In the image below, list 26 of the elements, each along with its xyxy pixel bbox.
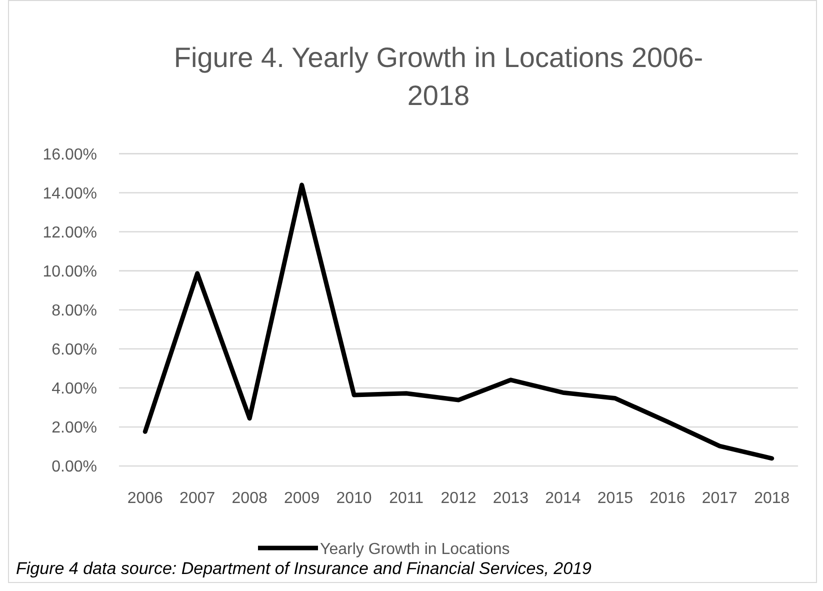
x-tick-label: 2010 bbox=[336, 490, 372, 507]
x-tick-label: 2011 bbox=[389, 490, 424, 507]
x-tick-label: 2012 bbox=[440, 490, 476, 507]
y-tick-label: 2.00% bbox=[52, 420, 97, 437]
x-tick-label: 2006 bbox=[127, 490, 164, 507]
x-tick-label: 2015 bbox=[597, 490, 634, 507]
x-tick-label: 2013 bbox=[492, 490, 529, 507]
y-tick-label: 0.00% bbox=[52, 458, 97, 476]
caption: Figure 4 data source: Department of Insurance and Financial Services, 2019 bbox=[16, 559, 592, 578]
x-tick-label: 2008 bbox=[232, 490, 268, 507]
y-tick-label: 12.00% bbox=[42, 224, 97, 242]
legend-label: Yearly Growth in Locations bbox=[320, 541, 510, 558]
y-tick-label: 16.00% bbox=[42, 146, 97, 164]
y-tick-label: 6.00% bbox=[52, 341, 97, 358]
x-tick-label: 2018 bbox=[754, 490, 790, 507]
x-tick-label: 2009 bbox=[284, 490, 320, 507]
x-tick-label: 2016 bbox=[650, 490, 686, 507]
line-series bbox=[142, 182, 774, 461]
y-tick-label: 14.00% bbox=[42, 185, 97, 202]
x-tick-label: 2014 bbox=[545, 490, 581, 507]
x-tick-label: 2017 bbox=[702, 490, 738, 507]
y-tick-label: 10.00% bbox=[42, 263, 97, 280]
y-tick-label: 8.00% bbox=[52, 302, 97, 320]
y-tick-label: 4.00% bbox=[52, 380, 97, 398]
chart-title: Figure 4. Yearly Growth in Locations 2006-2018 bbox=[174, 42, 704, 111]
x-tick-label: 2007 bbox=[180, 490, 216, 507]
